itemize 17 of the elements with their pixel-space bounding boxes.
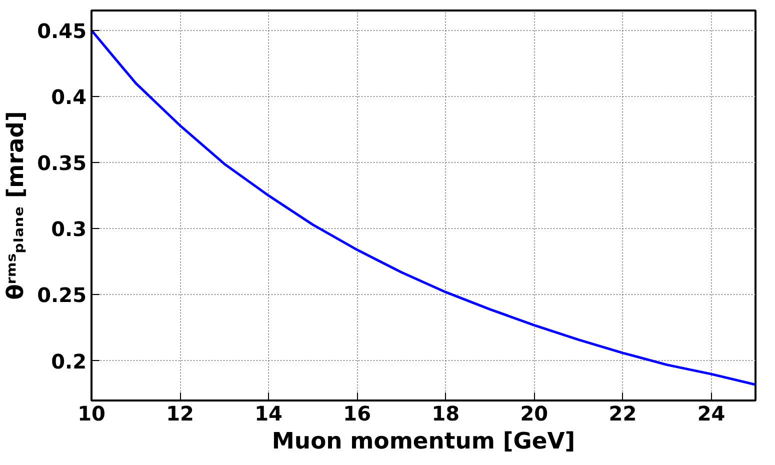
y-tick-label: 0.25 [37, 283, 87, 308]
x-tick-label: 10 [78, 402, 106, 426]
x-tick-label: 12 [166, 402, 194, 426]
x-tick-label: 24 [697, 402, 726, 426]
line-series [92, 29, 756, 386]
y-axis-title: θʳᵐˢₚₗₐₙₑ [mrad] [3, 111, 30, 300]
y-tick-label: 0.45 [37, 18, 87, 43]
x-tick-label: 14 [254, 402, 282, 426]
y-tick-label: 0.2 [51, 349, 87, 374]
x-tick-label: 22 [608, 402, 637, 426]
y-tick-label: 0.4 [51, 84, 87, 109]
y-tick-label: 0.3 [51, 217, 87, 242]
x-tick-label: 20 [520, 402, 548, 426]
y-tick-label: 0.35 [37, 151, 87, 176]
x-tick-label: 18 [432, 402, 460, 426]
x-tick-label: 16 [343, 402, 372, 426]
x-axis-title: Muon momentum [GeV] [272, 428, 576, 454]
